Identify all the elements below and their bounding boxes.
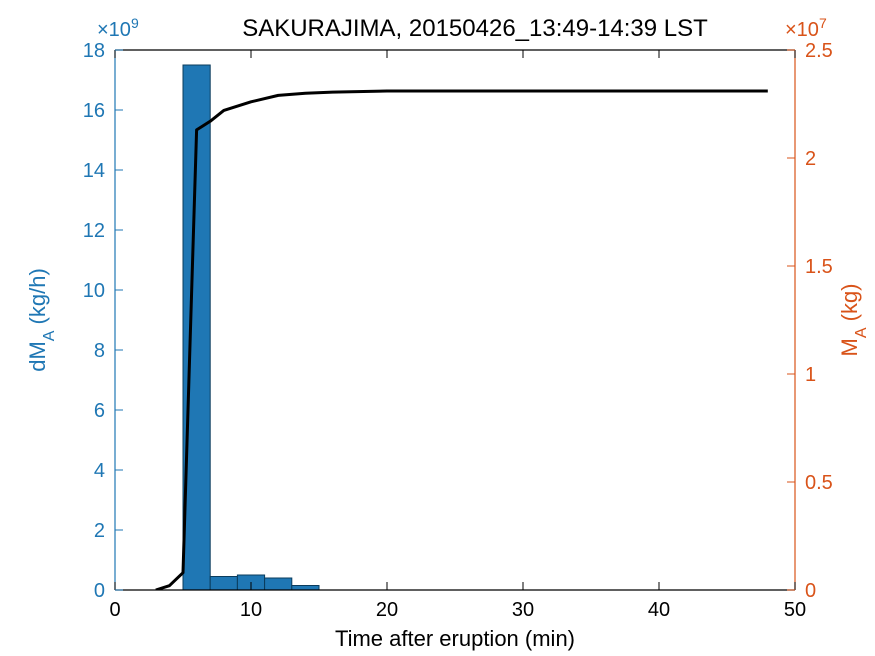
y-left-tick-label: 8 (94, 340, 105, 362)
x-tick-label: 50 (784, 599, 806, 621)
y-right-tick-label: 2 (805, 148, 816, 170)
y-left-tick-label: 18 (83, 40, 105, 62)
y-right-tick-label: 1 (805, 364, 816, 386)
y-left-tick-label: 10 (83, 280, 105, 302)
y-left-tick-label: 4 (94, 460, 105, 482)
x-tick-label: 10 (240, 599, 262, 621)
bar (210, 577, 237, 591)
bar (265, 578, 292, 590)
x-tick-label: 20 (376, 599, 398, 621)
y-left-tick-label: 6 (94, 400, 105, 422)
y-right-tick-label: 1.5 (805, 256, 833, 278)
dual-axis-chart: 01020304050Time after eruption (min)0246… (0, 0, 875, 656)
y-left-tick-label: 2 (94, 520, 105, 542)
y-left-tick-label: 16 (83, 100, 105, 122)
x-tick-label: 30 (512, 599, 534, 621)
y-left-tick-label: 12 (83, 220, 105, 242)
x-tick-label: 40 (648, 599, 670, 621)
chart-title: SAKURAJIMA, 20150426_13:49-14:39 LST (242, 15, 708, 42)
x-tick-label: 0 (109, 599, 120, 621)
y-right-tick-label: 0 (805, 580, 816, 602)
y-right-tick-label: 2.5 (805, 40, 833, 62)
y-right-tick-label: 0.5 (805, 472, 833, 494)
y-left-tick-label: 0 (94, 580, 105, 602)
x-axis-label: Time after eruption (min) (335, 626, 575, 651)
bar (292, 586, 319, 591)
chart-container: 01020304050Time after eruption (min)0246… (0, 0, 875, 656)
y-left-tick-label: 14 (83, 160, 105, 182)
